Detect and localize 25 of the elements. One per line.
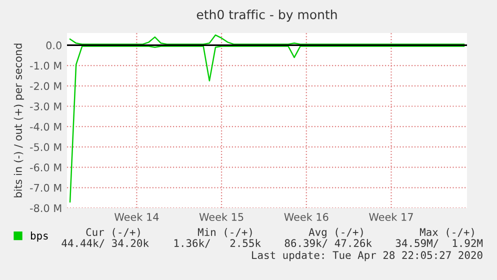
y-tick-label: -6.0 M [30, 164, 62, 172]
legend-label: bps [30, 232, 48, 242]
y-tick-label: -3.0 M [30, 102, 62, 110]
y-tick-label: -7.0 M [30, 184, 62, 192]
text: Max (-/+) [420, 228, 474, 238]
text: 86.39k/ 47.26k [284, 238, 372, 248]
x-tick-label: Week 15 [199, 212, 244, 221]
text: Avg (-/+) [308, 228, 363, 238]
y-tick-label: -1.0 M [30, 62, 62, 70]
y-tick-label: -2.0 M [30, 82, 62, 90]
text: Last update: Tue Apr 28 22:05:27 2020 [252, 250, 482, 262]
x-tick-label: Week 14 [114, 212, 159, 221]
y-tick-label: 0.0 [46, 41, 62, 50]
x-tick-label: Week 17 [369, 212, 413, 221]
text: 1.36k/ 2.55k [174, 238, 261, 248]
text: Cur (-/+) [86, 228, 140, 238]
text: 34.59M/ 1.92M [396, 239, 483, 248]
y-tick-label: -8.0 M [30, 204, 62, 212]
text: 44.44k/ 34.20k [62, 238, 149, 248]
chart-title: eth0 traffic - by month [196, 10, 337, 22]
x-tick-label: Week 16 [284, 212, 328, 221]
y-axis-title: bits in (-) / out (+) per second [14, 44, 24, 198]
y-tick-label: -5.0 M [30, 143, 62, 152]
y-tick-label: -4.0 M [30, 122, 62, 131]
text: Min (-/+) [198, 228, 252, 238]
